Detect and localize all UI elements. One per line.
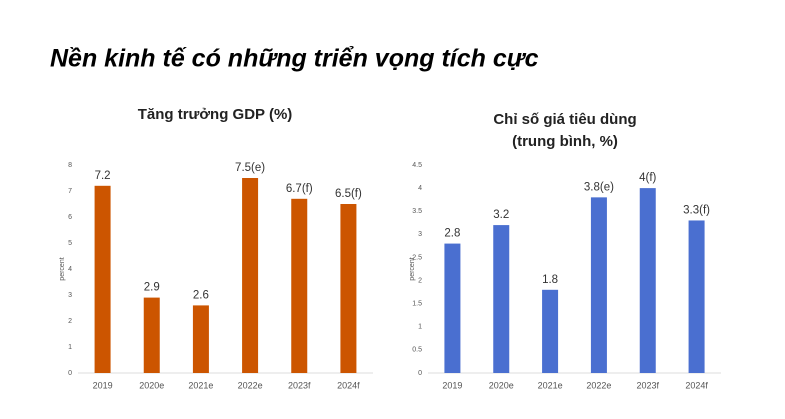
bar xyxy=(493,225,510,373)
x-tick-label: 2022e xyxy=(586,380,611,390)
bar xyxy=(542,289,559,373)
bar xyxy=(444,243,461,373)
bar xyxy=(143,297,160,373)
x-tick-label: 2023f xyxy=(288,380,311,390)
data-label: 6.7(f) xyxy=(286,183,313,195)
slide-heading: Nền kinh tế có những triển vọng tích cực xyxy=(50,45,539,73)
bar xyxy=(192,305,209,373)
data-label: 2.8 xyxy=(444,228,460,240)
bar xyxy=(94,185,111,373)
x-tick-label: 2021e xyxy=(538,380,563,390)
bar xyxy=(340,204,357,373)
x-tick-label: 2020e xyxy=(139,380,164,390)
y-tick-label: 3 xyxy=(68,292,72,299)
y-tick-label: 4 xyxy=(418,185,422,192)
x-tick-label: 2023f xyxy=(636,380,659,390)
y-tick-label: 1 xyxy=(418,324,422,331)
x-tick-label: 2019 xyxy=(442,380,462,390)
chart-title: (trung bình, %) xyxy=(512,133,618,150)
y-axis-label: percent xyxy=(409,257,416,280)
y-tick-label: 5 xyxy=(68,240,72,247)
y-tick-label: 0 xyxy=(418,370,422,377)
y-tick-label: 1.5 xyxy=(412,301,422,308)
chart-title: Chỉ số giá tiêu dùng xyxy=(493,111,636,128)
data-label: 3.8(e) xyxy=(584,181,614,193)
data-label: 7.2 xyxy=(95,170,111,182)
bar xyxy=(291,198,308,373)
x-tick-label: 2020e xyxy=(489,380,514,390)
y-tick-label: 2 xyxy=(68,318,72,325)
x-tick-label: 2021e xyxy=(188,380,213,390)
y-tick-label: 2 xyxy=(418,277,422,284)
bar xyxy=(590,197,607,373)
chart-title: Tăng trưởng GDP (%) xyxy=(138,106,293,123)
y-tick-label: 0 xyxy=(68,370,72,377)
y-tick-label: 4 xyxy=(68,266,72,273)
bar xyxy=(242,178,259,373)
data-label: 6.5(f) xyxy=(335,188,362,200)
x-tick-label: 2024f xyxy=(685,380,708,390)
x-tick-label: 2022e xyxy=(238,380,263,390)
y-tick-label: 3 xyxy=(418,231,422,238)
y-tick-label: 1 xyxy=(68,344,72,351)
y-tick-label: 0.5 xyxy=(412,347,422,354)
data-label: 3.3(f) xyxy=(683,204,710,216)
data-label: 1.8 xyxy=(542,274,558,286)
x-tick-label: 2024f xyxy=(337,380,360,390)
bar xyxy=(639,188,656,373)
data-label: 2.6 xyxy=(193,289,209,301)
y-tick-label: 3.5 xyxy=(412,208,422,215)
data-label: 7.5(e) xyxy=(235,162,265,174)
data-label: 3.2 xyxy=(493,209,509,221)
data-label: 2.9 xyxy=(144,282,160,294)
x-tick-label: 2019 xyxy=(93,380,113,390)
y-tick-label: 6 xyxy=(68,214,72,221)
data-label: 4(f) xyxy=(639,172,656,184)
y-axis-label: percent xyxy=(59,257,66,280)
y-tick-label: 7 xyxy=(68,188,72,195)
bar xyxy=(688,220,705,373)
y-tick-label: 8 xyxy=(68,162,72,169)
y-tick-label: 4.5 xyxy=(412,162,422,169)
y-tick-label: 2.5 xyxy=(412,254,422,261)
